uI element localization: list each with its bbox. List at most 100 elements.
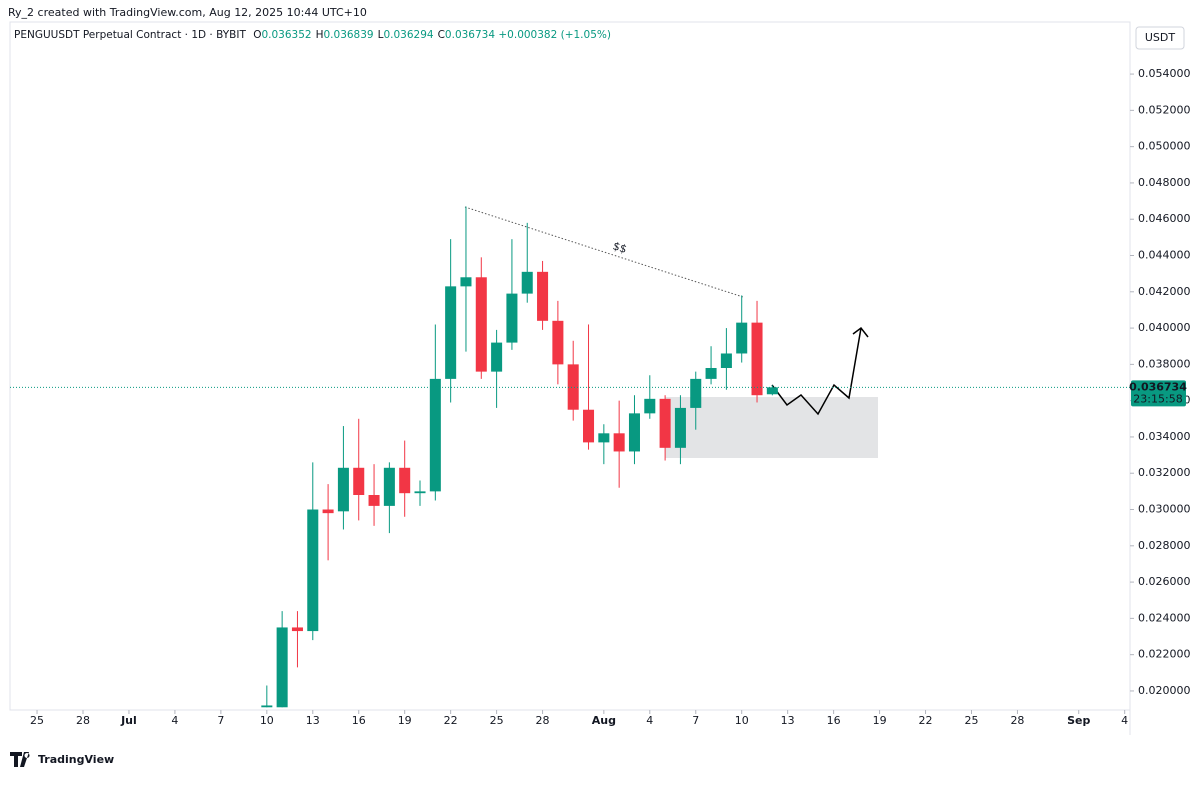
x-tick-label: 4 [646, 714, 653, 727]
candle-body [674, 407, 686, 448]
candle-body [705, 367, 717, 379]
candle-body [414, 491, 426, 494]
ohlc-value: 0.036734 [444, 29, 496, 41]
currency-label: USDT [1145, 31, 1176, 44]
candle-body [766, 387, 778, 395]
symbol: PENGUUSDT Perpetual Contract · 1D · BYBI… [14, 29, 246, 41]
y-tick-label: 0.048000 [1138, 176, 1191, 189]
y-tick-label: 0.026000 [1138, 575, 1191, 588]
candle-body [429, 378, 441, 492]
ohlc-key: O [253, 29, 262, 41]
y-tick-label: 0.050000 [1138, 140, 1191, 153]
credit: Ry_2 created with TradingView.com, Aug 1… [8, 6, 367, 19]
x-tick-label: 22 [444, 714, 458, 727]
x-tick-label: 25 [30, 714, 44, 727]
candle-body [659, 398, 671, 448]
candle-body [720, 353, 732, 368]
x-tick-label: 19 [398, 714, 412, 727]
x-tick-label: 4 [171, 714, 178, 727]
y-tick-label: 0.020000 [1138, 684, 1191, 697]
y-tick-label: 0.042000 [1138, 285, 1191, 298]
ohlc: O0.036352 H0.036839 L0.036294 C0.036734 [249, 29, 495, 41]
countdown: 23:15:58 [1133, 392, 1182, 405]
candle-body [445, 286, 457, 379]
x-tick-label: 16 [352, 714, 366, 727]
x-tick-label: 28 [536, 714, 550, 727]
x-tick-label: 25 [964, 714, 978, 727]
x-tick-label: 13 [306, 714, 320, 727]
y-tick-label: 0.028000 [1138, 539, 1191, 552]
candle-body [261, 705, 273, 708]
candle-body [322, 509, 334, 514]
candle-body [491, 342, 503, 372]
y-tick-label: 0.044000 [1138, 249, 1191, 262]
x-tick-label: 10 [735, 714, 749, 727]
ohlc-value: 0.036352 [261, 29, 312, 41]
candle-body [736, 322, 748, 354]
x-tick-label: Jul [120, 714, 137, 727]
x-tick-label: 25 [490, 714, 504, 727]
y-tick-label: 0.022000 [1138, 648, 1191, 661]
y-tick-label: 0.032000 [1138, 466, 1191, 479]
candle-body [521, 271, 533, 294]
x-tick-label: Aug [592, 714, 616, 727]
candle-body [337, 467, 349, 512]
brand-name: TradingView [38, 753, 114, 766]
y-tick-label: 0.030000 [1138, 503, 1191, 516]
candle-body [399, 467, 411, 494]
y-tick-label: 0.052000 [1138, 103, 1191, 116]
x-tick-label: 10 [260, 714, 274, 727]
y-tick-label: 0.034000 [1138, 430, 1191, 443]
ohlc-key: L [377, 29, 384, 41]
candle-body [552, 320, 564, 365]
candle-body [567, 364, 579, 410]
candle-body [353, 467, 365, 495]
y-tick-label: 0.040000 [1138, 321, 1191, 334]
x-tick-label: 28 [76, 714, 90, 727]
last-price-badge [1131, 380, 1186, 407]
x-tick-label: 16 [827, 714, 841, 727]
candle-body [583, 409, 595, 443]
annotation: $$ [611, 239, 628, 256]
ohlc-key: C [437, 29, 445, 41]
y-tick-label: 0.046000 [1138, 212, 1191, 225]
x-tick-label: 28 [1010, 714, 1024, 727]
x-tick-label: 19 [873, 714, 887, 727]
x-tick-label: Sep [1067, 714, 1090, 727]
x-tick-label: 4 [1121, 714, 1128, 727]
candle-body [644, 398, 656, 414]
candle-body [613, 433, 625, 452]
candle-body [460, 277, 472, 287]
candle-body [537, 271, 549, 321]
y-tick-label: 0.054000 [1138, 67, 1191, 80]
candle-body [475, 277, 487, 372]
x-tick-label: 7 [217, 714, 224, 727]
x-tick-label: 22 [919, 714, 933, 727]
candle-body [690, 378, 702, 408]
candle-body [598, 433, 610, 443]
last-price-label: 0.036734 [1129, 380, 1187, 393]
candle-body [383, 467, 395, 506]
candle-body [628, 413, 640, 452]
legend: PENGUUSDT Perpetual Contract · 1D · BYBI… [14, 29, 611, 41]
ohlc-key: H [315, 29, 324, 41]
projection-arrowhead [852, 326, 869, 338]
y-tick-label: 0.024000 [1138, 611, 1191, 624]
ohlc-value: 0.036294 [383, 29, 434, 41]
candle-body [276, 627, 288, 708]
y-tick-label: 0.038000 [1138, 357, 1191, 370]
candle-body [307, 509, 319, 632]
candle-body [368, 495, 380, 506]
brand-logo: TradingView [10, 752, 114, 767]
x-tick-label: 13 [781, 714, 795, 727]
x-tick-label: 7 [692, 714, 699, 727]
candle-body [506, 293, 518, 343]
candle-body [751, 322, 763, 396]
candle-body [291, 627, 303, 632]
change: +0.000382 (+1.05%) [498, 29, 611, 41]
currency-button[interactable] [1135, 26, 1185, 50]
projection-path [771, 327, 862, 416]
ohlc-value: 0.036839 [323, 29, 374, 41]
